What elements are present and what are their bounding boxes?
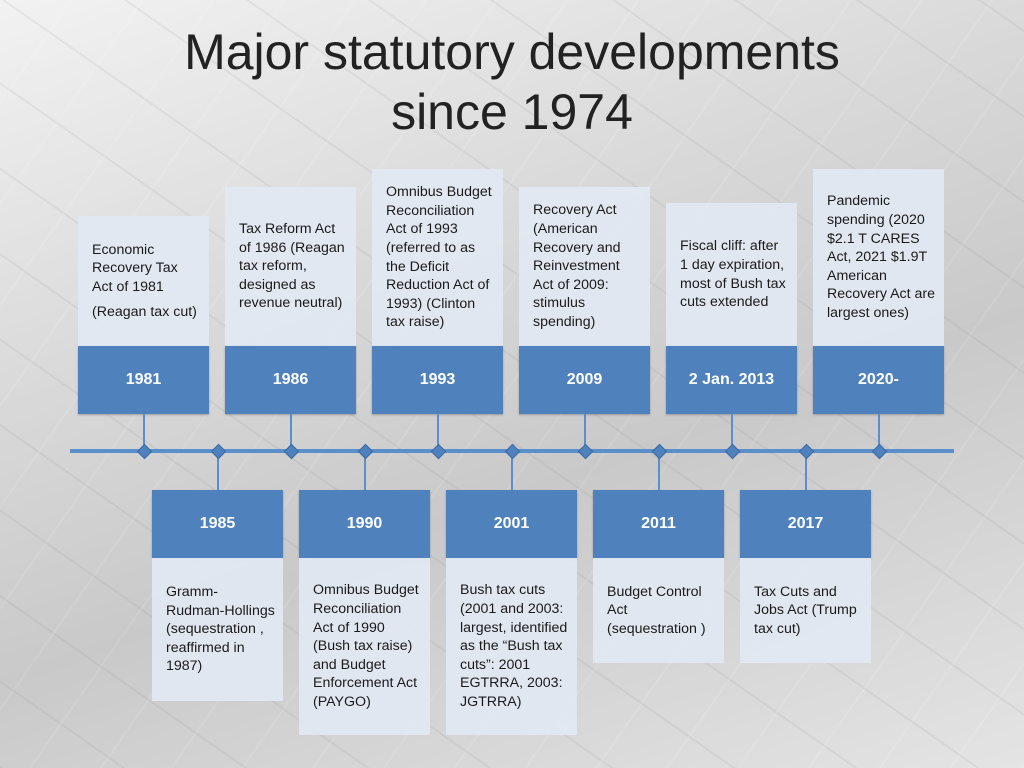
top-event-year: 2 Jan. 2013 (666, 346, 797, 414)
bottom-event-description: Budget Control Act (sequestration ) (593, 558, 724, 663)
event-description-text: Bush tax cuts (2001 and 2003: largest, i… (460, 582, 568, 710)
timeline-connector (730, 414, 733, 451)
bottom-event-description: Omnibus Budget Reconciliation Act of 199… (299, 558, 430, 735)
bottom-event-year: 2001 (446, 490, 577, 558)
bottom-event-description: Gramm-Rudman-Hollings (sequestration , r… (152, 558, 283, 701)
timeline-connector (436, 414, 439, 451)
top-event-year: 2020- (813, 346, 944, 414)
event-description-text: (Reagan tax cut) (92, 303, 197, 320)
timeline-connector (216, 451, 219, 490)
bottom-event-description: Bush tax cuts (2001 and 2003: largest, i… (446, 558, 577, 735)
event-description-text: Tax Reform Act of 1986 (Reagan tax refor… (239, 221, 345, 312)
timeline-marker-diamond (577, 443, 593, 460)
top-event-description: Tax Reform Act of 1986 (Reagan tax refor… (225, 187, 356, 346)
timeline-marker-diamond (798, 443, 814, 460)
top-event-description: Pandemic spending (2020 $2.1 T CARES Act… (813, 169, 944, 346)
timeline-marker-diamond (724, 443, 740, 460)
timeline-connector (510, 451, 513, 490)
timeline-connector (583, 414, 586, 451)
top-event-year: 1981 (78, 346, 209, 414)
timeline-connector (657, 451, 660, 490)
timeline-marker-diamond (136, 443, 152, 460)
event-description-text: Omnibus Budget Reconciliation Act of 199… (386, 184, 492, 331)
timeline-connector (289, 414, 292, 451)
event-description-text: Recovery Act (American Recovery and Rein… (533, 202, 621, 330)
event-description-text: Tax Cuts and Jobs Act (Trump tax cut) (754, 583, 857, 637)
event-description-text: Budget Control Act (sequestration ) (607, 583, 706, 637)
timeline-marker-diamond (210, 443, 226, 460)
timeline-marker-diamond (430, 443, 446, 460)
top-event-description: Economic Recovery Tax Act of 1981 (Reagan… (78, 216, 209, 346)
timeline-marker-diamond (283, 443, 299, 460)
top-event-description: Omnibus Budget Reconciliation Act of 199… (372, 169, 503, 346)
event-description-text: Economic Recovery Tax Act of 1981 (92, 241, 178, 295)
top-event-year: 2009 (519, 346, 650, 414)
bottom-event-description: Tax Cuts and Jobs Act (Trump tax cut) (740, 558, 871, 663)
event-description-text: Pandemic spending (2020 $2.1 T CARES Act… (827, 193, 936, 321)
event-description-text: Gramm-Rudman-Hollings (sequestration , r… (166, 584, 275, 675)
top-event-year: 1986 (225, 346, 356, 414)
slide-title: Major statutory developments since 1974 (60, 22, 964, 142)
timeline-connector (804, 451, 807, 490)
timeline-connector (877, 414, 880, 451)
slide-title-line-1: Major statutory developments (184, 24, 840, 80)
bottom-event-year: 2017 (740, 490, 871, 558)
event-description-text: Fiscal cliff: after 1 day expiration, mo… (680, 238, 786, 311)
slide-title-line-2: since 1974 (391, 84, 633, 140)
timeline-connector (142, 414, 145, 451)
timeline-marker-diamond (651, 443, 667, 460)
bottom-event-year: 2011 (593, 490, 724, 558)
top-event-description: Recovery Act (American Recovery and Rein… (519, 187, 650, 346)
timeline-marker-diamond (504, 443, 520, 460)
bottom-event-year: 1990 (299, 490, 430, 558)
timeline-marker-diamond (871, 443, 887, 460)
top-event-year: 1993 (372, 346, 503, 414)
bottom-event-year: 1985 (152, 490, 283, 558)
timeline-marker-diamond (357, 443, 373, 460)
event-description-text: Omnibus Budget Reconciliation Act of 199… (313, 582, 419, 710)
timeline-connector (363, 451, 366, 490)
top-event-description: Fiscal cliff: after 1 day expiration, mo… (666, 203, 797, 346)
